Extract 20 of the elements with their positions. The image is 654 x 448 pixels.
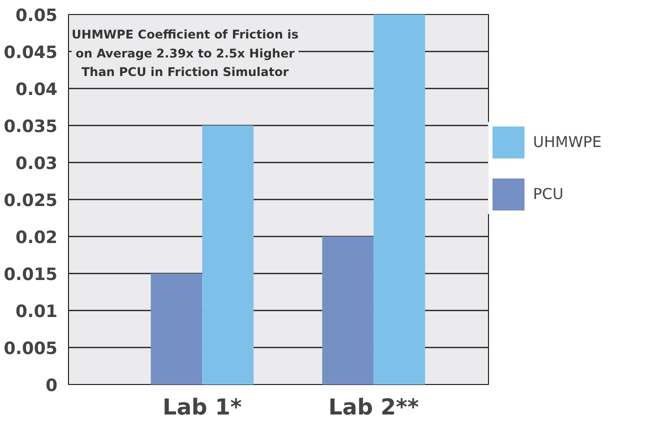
y-tick-label: 0.045 xyxy=(4,43,58,63)
y-tick-label: 0.015 xyxy=(4,265,58,285)
y-tick-label: 0.04 xyxy=(16,80,58,100)
x-tick-label: Lab 2** xyxy=(328,396,420,420)
y-tick-label: 0 xyxy=(46,376,58,396)
y-tick-label: 0.01 xyxy=(16,302,58,322)
y-tick-label: 0.02 xyxy=(16,228,58,248)
bar xyxy=(150,274,202,384)
y-tick-label: 0.025 xyxy=(4,191,58,211)
legend-label: UHMWPE xyxy=(533,132,602,153)
bar xyxy=(374,14,426,384)
y-tick-label: 0.05 xyxy=(16,6,58,26)
y-tick-label: 0.03 xyxy=(16,154,58,174)
annotation: UHMWPE Coefficient of Friction is on Average 2.39x to 2.5x Higher Than PCU in Friction Simulator xyxy=(72,27,298,80)
x-tick-label: Lab 1* xyxy=(162,396,242,420)
bar xyxy=(202,126,254,384)
bar xyxy=(322,236,374,384)
y-tick-label: 0.035 xyxy=(4,117,58,137)
y-tick-label: 0.005 xyxy=(4,339,58,359)
legend-label: PCU xyxy=(533,184,564,205)
